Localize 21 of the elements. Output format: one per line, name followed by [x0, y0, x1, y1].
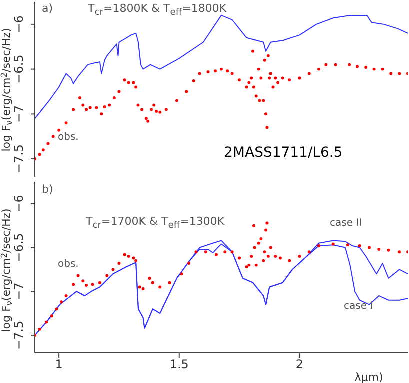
annotation: T$_{cr}$=1700K & T$_{eff}$=1300K: [86, 215, 225, 232]
annotation: case I: [344, 301, 374, 312]
y-tick-label: −6: [12, 195, 26, 213]
annotation: obs.: [58, 132, 79, 143]
x-tick-label: 2: [296, 358, 304, 372]
y-tick-label: −6.5: [12, 54, 26, 84]
x-tick-label: 1.5: [170, 358, 189, 372]
y-tick-label: −6: [12, 16, 26, 34]
annotation: a): [42, 2, 54, 16]
x-axis-title: λμm): [354, 371, 384, 383]
y-tick-label: −7.5: [12, 320, 26, 350]
y-tick-label: −6.5: [12, 233, 26, 262]
annotation: b): [42, 183, 54, 196]
y-tick-label: −7: [12, 282, 26, 300]
annotation: obs.: [58, 259, 79, 270]
annotation: case II: [330, 218, 362, 229]
y-tick-label: −7: [12, 105, 26, 124]
y-tick-label: −7.5: [12, 144, 26, 174]
annotation: 2MASS1711/L6.5: [224, 145, 343, 162]
annotation: T$_{cr}$=1800K & T$_{eff}$=1800K: [88, 2, 227, 18]
x-tick-label: 1: [55, 358, 63, 372]
